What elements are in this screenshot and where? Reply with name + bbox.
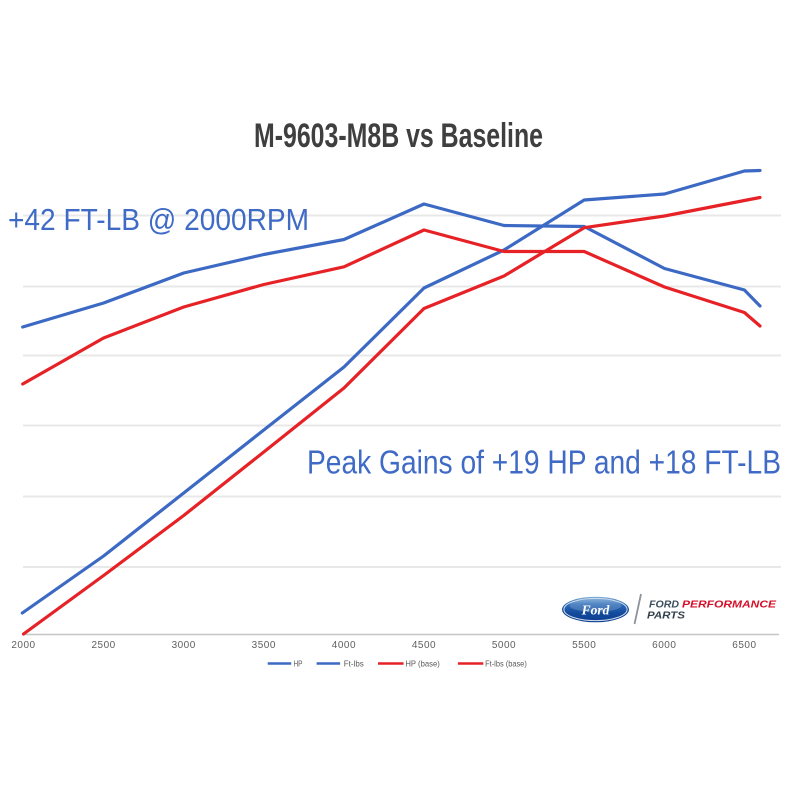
svg-text:4000: 4000 <box>332 640 356 651</box>
svg-text:M-9603-M8B vs Baseline: M-9603-M8B vs Baseline <box>254 117 543 155</box>
svg-text:5000: 5000 <box>492 640 516 651</box>
svg-text:HP: HP <box>294 660 303 669</box>
svg-text:2500: 2500 <box>91 640 115 651</box>
svg-text:5500: 5500 <box>572 640 596 651</box>
svg-text:Ft-lbs: Ft-lbs <box>344 660 364 669</box>
svg-text:PERFORMANCE: PERFORMANCE <box>682 600 776 611</box>
svg-text:PARTS: PARTS <box>647 611 685 622</box>
svg-text:3000: 3000 <box>172 640 196 651</box>
svg-text:6500: 6500 <box>732 640 756 651</box>
svg-text:2000: 2000 <box>11 640 35 651</box>
svg-text:FORD: FORD <box>649 600 679 611</box>
svg-text:3500: 3500 <box>252 640 276 651</box>
svg-text:Peak Gains of +19 HP and +18 F: Peak Gains of +19 HP and +18 FT-LB <box>307 444 781 481</box>
svg-text:Ft-lbs (base): Ft-lbs (base) <box>485 660 527 669</box>
svg-text:6000: 6000 <box>652 640 676 651</box>
svg-text:+42 FT-LB @ 2000RPM: +42 FT-LB @ 2000RPM <box>8 202 309 237</box>
svg-text:Ford: Ford <box>581 603 610 618</box>
svg-text:4500: 4500 <box>412 640 436 651</box>
svg-text:HP (base): HP (base) <box>405 660 440 669</box>
